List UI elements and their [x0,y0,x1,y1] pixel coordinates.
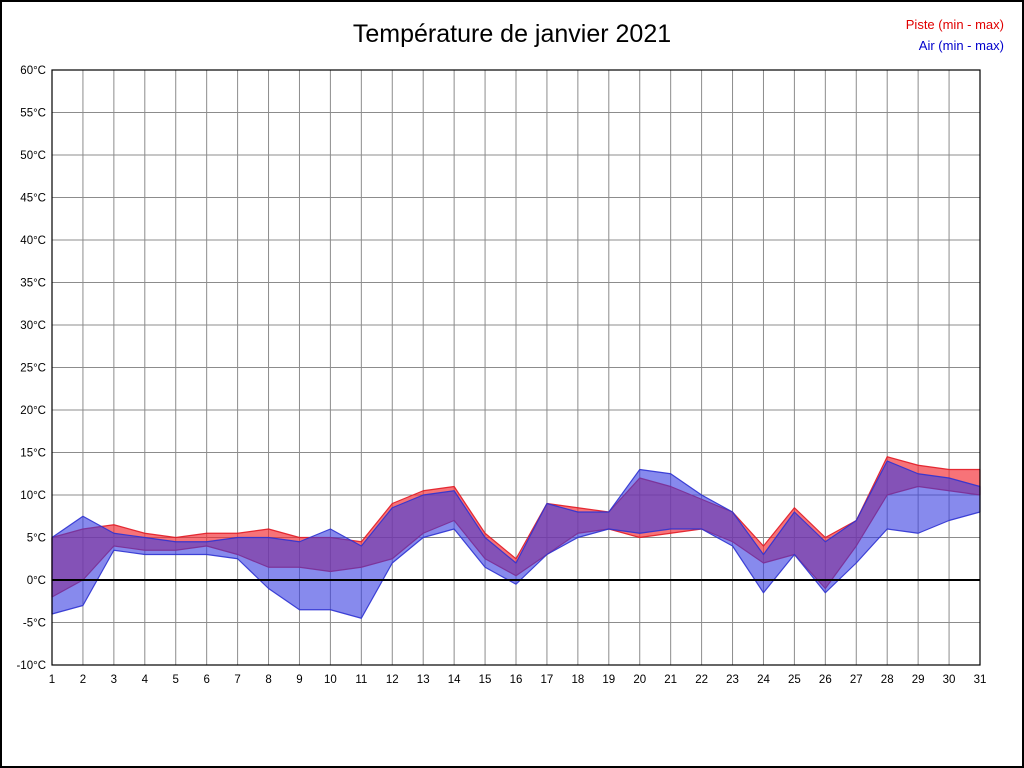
svg-text:1: 1 [49,674,55,686]
svg-text:16: 16 [510,674,523,686]
svg-text:12: 12 [386,674,399,686]
svg-text:8: 8 [265,674,271,686]
legend-air: Air (min - max) [918,38,1004,53]
svg-text:3: 3 [111,674,117,686]
svg-text:40°C: 40°C [20,235,46,247]
svg-text:18: 18 [571,674,584,686]
svg-text:-5°C: -5°C [23,618,46,630]
svg-text:10°C: 10°C [20,490,46,502]
svg-text:5: 5 [173,674,179,686]
svg-text:25: 25 [788,674,801,686]
svg-text:50°C: 50°C [20,150,46,162]
svg-text:25°C: 25°C [20,363,46,375]
svg-text:29: 29 [912,674,925,686]
svg-text:20°C: 20°C [20,405,46,417]
grid-lines [51,69,981,666]
svg-text:2: 2 [80,674,86,686]
svg-text:60°C: 60°C [20,65,46,77]
svg-text:17: 17 [541,674,554,686]
svg-text:28: 28 [881,674,894,686]
svg-text:55°C: 55°C [20,108,46,120]
svg-text:7: 7 [234,674,240,686]
svg-text:14: 14 [448,674,461,686]
chart-legend: Piste (min - max) Air (min - max) [906,14,1004,56]
svg-text:15: 15 [479,674,492,686]
svg-text:0°C: 0°C [27,575,46,587]
svg-text:10: 10 [324,674,337,686]
svg-text:30: 30 [943,674,956,686]
svg-text:21: 21 [664,674,677,686]
svg-text:15°C: 15°C [20,448,46,460]
svg-text:6: 6 [203,674,209,686]
svg-text:35°C: 35°C [20,278,46,290]
svg-text:13: 13 [417,674,430,686]
svg-text:19: 19 [602,674,615,686]
svg-text:26: 26 [819,674,832,686]
svg-text:31: 31 [974,674,987,686]
svg-text:24: 24 [757,674,770,686]
x-axis-labels: 1 2 3 4 5 6 7 8 9 10 11 12 13 14 15 16 17 18 19 20 21 22 23 24 2… [49,674,987,686]
svg-text:22: 22 [695,674,708,686]
svg-text:23: 23 [726,674,739,686]
legend-piste: Piste (min - max) [905,17,1004,32]
chart-title: Température de janvier 2021 [352,20,672,48]
svg-text:27: 27 [850,674,863,686]
plot-border [51,69,981,666]
svg-text:9: 9 [296,674,302,686]
svg-text:-10°C: -10°C [16,660,46,672]
svg-text:5°C: 5°C [27,533,46,545]
svg-text:4: 4 [142,674,149,686]
svg-text:30°C: 30°C [20,320,46,332]
svg-text:11: 11 [355,674,367,686]
y-axis-labels: -10°C -5°C 0°C 5°C 10°C 15°C 20°C 25°C 30°C 35°C 4… [16,65,46,672]
svg-text:45°C: 45°C [20,193,46,205]
svg-text:20: 20 [633,674,646,686]
